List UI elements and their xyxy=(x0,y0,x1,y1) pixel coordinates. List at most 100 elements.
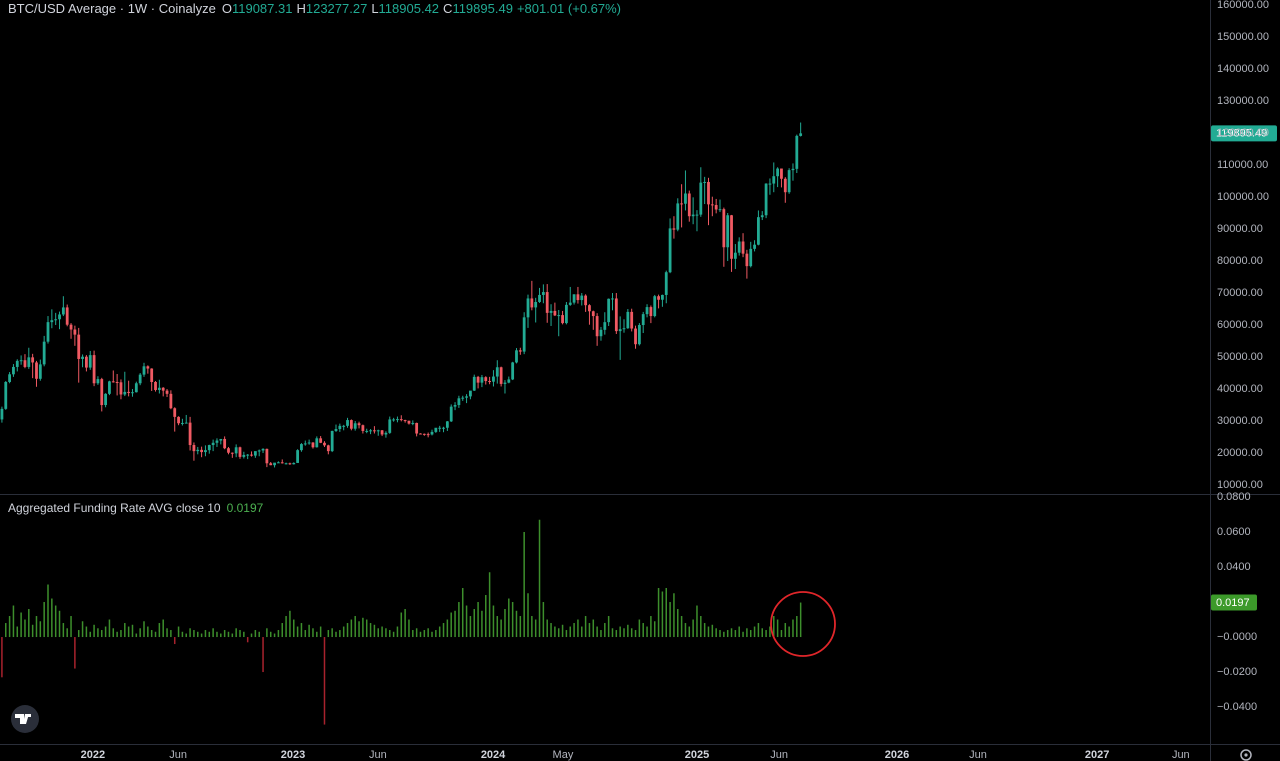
candle-body xyxy=(342,425,346,427)
candle-body xyxy=(622,328,626,330)
funding-bar xyxy=(542,602,545,638)
settings-button[interactable] xyxy=(1240,749,1252,761)
candle-body xyxy=(407,420,411,424)
funding-bar xyxy=(43,602,45,638)
candle-body xyxy=(277,462,280,464)
funding-bar xyxy=(392,631,395,638)
candle-body xyxy=(469,390,472,397)
funding-bar xyxy=(147,626,149,638)
indicator-value: 0.0197 xyxy=(227,501,264,515)
funding-bar xyxy=(738,626,740,638)
candle-body xyxy=(438,427,442,429)
funding-bar xyxy=(12,605,15,638)
candle-body xyxy=(530,298,534,308)
candle-body xyxy=(73,329,77,335)
candle-body xyxy=(61,307,65,315)
y-tick-label: 100000.00 xyxy=(1217,191,1269,203)
funding-bar xyxy=(1,637,3,678)
candle-body xyxy=(511,362,515,380)
x-tick-label: Jun xyxy=(1172,749,1190,761)
candle-body xyxy=(611,298,614,300)
funding-bar xyxy=(423,630,426,638)
tradingview-logo[interactable] xyxy=(11,705,39,733)
x-tick-label: Jun xyxy=(770,749,788,761)
funding-bar xyxy=(101,630,103,638)
funding-bar xyxy=(473,609,475,638)
candle-body xyxy=(157,387,161,390)
funding-bar xyxy=(776,619,779,638)
funding-bar xyxy=(143,621,145,638)
funding-bar xyxy=(749,630,752,638)
candle-body xyxy=(595,316,599,337)
candle-body xyxy=(38,364,42,379)
funding-bar xyxy=(362,617,364,638)
funding-bar xyxy=(404,609,406,638)
x-tick-label: 2027 xyxy=(1085,749,1109,761)
ohlc-value: 119895.49 xyxy=(452,1,513,16)
funding-bar xyxy=(104,626,107,638)
funding-bar xyxy=(35,616,38,638)
change-value: +801.01 (+0.67%) xyxy=(517,1,621,16)
candle-body xyxy=(645,307,649,315)
candle-body xyxy=(591,311,595,317)
funding-bar xyxy=(177,626,180,638)
funding-bar xyxy=(135,633,138,638)
funding-bar xyxy=(657,588,660,638)
candle-body xyxy=(614,298,618,332)
candle-body xyxy=(649,307,653,317)
candle-body xyxy=(119,382,123,395)
funding-bar xyxy=(31,624,34,638)
candle-body xyxy=(131,392,134,394)
indicator-title: Aggregated Funding Rate AVG close 10 xyxy=(8,501,221,515)
candle-body xyxy=(426,434,430,436)
candle-body xyxy=(85,356,88,368)
candle-body xyxy=(538,294,541,302)
candle-body xyxy=(261,448,265,451)
funding-bar xyxy=(181,631,184,638)
candle-body xyxy=(780,168,783,179)
funding-bar xyxy=(8,616,11,638)
candle-body xyxy=(54,319,58,321)
candle-body xyxy=(561,315,564,324)
candle-body xyxy=(707,181,710,205)
funding-bar xyxy=(638,619,641,638)
funding-bar xyxy=(742,631,744,638)
y-tick-label: −0.0400 xyxy=(1217,701,1257,713)
funding-bar xyxy=(799,602,802,638)
candle-body xyxy=(783,178,787,193)
funding-bar xyxy=(611,628,614,638)
candle-body xyxy=(253,451,257,456)
candle-body xyxy=(257,450,261,452)
y-tick-label: 50000.00 xyxy=(1217,351,1263,363)
funding-bar xyxy=(20,612,22,638)
funding-bar xyxy=(266,628,268,638)
funding-bar xyxy=(573,623,575,638)
price-tags: 119895.49 0.0197 xyxy=(1211,125,1277,611)
funding-bar xyxy=(296,626,299,638)
funding-bar xyxy=(773,616,775,638)
candle-body xyxy=(138,374,142,384)
y-tick-label: 40000.00 xyxy=(1217,383,1263,395)
funding-bar xyxy=(281,623,283,638)
funding-bar xyxy=(415,628,418,638)
funding-bar xyxy=(504,609,506,638)
candle-body xyxy=(215,440,219,443)
funding-bar xyxy=(565,630,568,638)
candle-body xyxy=(588,305,591,312)
funding-bar xyxy=(312,628,314,638)
funding-bar xyxy=(723,631,725,638)
funding-bar xyxy=(412,630,414,638)
funding-bar xyxy=(389,630,391,638)
funding-bar xyxy=(642,623,644,638)
candle-body xyxy=(35,362,38,379)
funding-bar xyxy=(400,612,403,638)
funding-bar xyxy=(550,623,552,638)
candle-body xyxy=(745,253,749,267)
funding-bar xyxy=(327,630,330,638)
candle-body xyxy=(634,328,637,345)
candle-body xyxy=(626,311,630,329)
gear-icon[interactable] xyxy=(1240,749,1252,761)
funding-bar xyxy=(688,626,691,638)
funding-bar xyxy=(273,633,276,638)
funding-bar xyxy=(85,626,88,638)
